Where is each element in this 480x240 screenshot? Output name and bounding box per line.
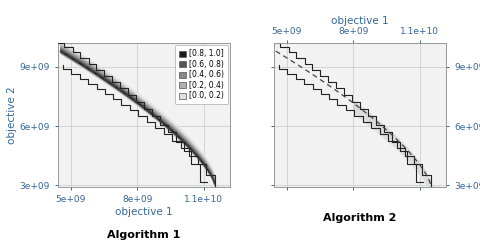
X-axis label: objective 1: objective 1 bbox=[115, 207, 173, 217]
Text: Algorithm 1: Algorithm 1 bbox=[108, 230, 180, 240]
Text: Algorithm 2: Algorithm 2 bbox=[324, 213, 396, 223]
Y-axis label: objective 2: objective 2 bbox=[7, 86, 17, 144]
Legend: [0.8, 1.0], [0.6, 0.8), [0.4, 0.6), [0.2, 0.4), [0.0, 0.2): [0.8, 1.0], [0.6, 0.8), [0.4, 0.6), [0.2… bbox=[175, 46, 228, 104]
X-axis label: objective 1: objective 1 bbox=[331, 16, 389, 26]
